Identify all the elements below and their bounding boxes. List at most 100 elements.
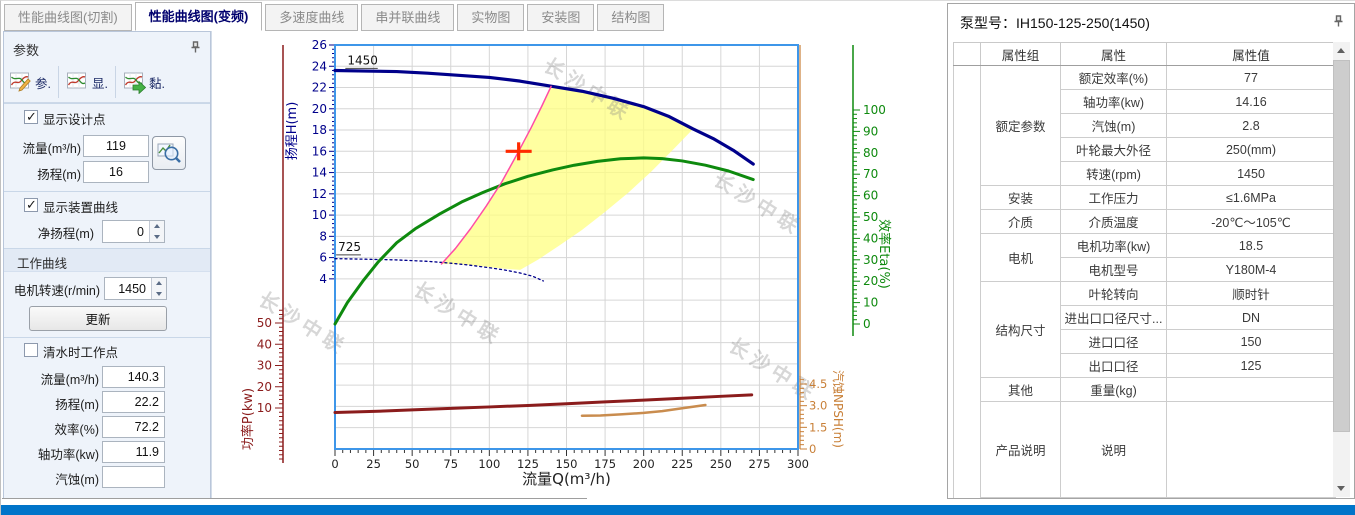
row-selector-cell[interactable] [953,401,981,498]
tab-6[interactable]: 结构图 [597,4,665,31]
table-row[interactable]: 进出口口径尺寸... DN [953,305,1336,330]
tab-1[interactable]: 性能曲线图(变频) [134,2,263,31]
row-selector-cell[interactable] [953,281,981,306]
svg-text:50: 50 [863,210,878,224]
flow-input[interactable]: 119 [83,135,149,157]
row-selector-cell[interactable] [953,257,981,282]
scroll-up-icon[interactable] [1333,42,1350,59]
svg-text:汽蚀NPSH(m): 汽蚀NPSH(m) [831,370,846,448]
row-selector-cell[interactable] [953,209,981,234]
property-value-cell[interactable]: 77 [1166,65,1336,90]
svg-text:10: 10 [863,296,878,310]
pick-point-button[interactable] [152,136,186,170]
property-value-cell[interactable]: 125 [1166,353,1336,378]
row-selector-cell[interactable] [953,329,981,354]
performance-chart-panel: 长沙中联 长沙中联 长沙中联 长沙中联 长沙中联 0 25 50 75 100 125 150 175 2… [211,31,947,498]
head-input[interactable]: 16 [83,161,149,183]
property-name-cell: 电机功率(kw) [1060,233,1167,258]
tab-5[interactable]: 安装图 [527,4,595,31]
toolbar-button-2[interactable]: 黏. [118,63,170,101]
clean-water-row-value[interactable]: 22.2 [102,391,165,413]
property-value-cell[interactable]: -20℃～105℃ [1166,209,1336,234]
svg-text:40: 40 [257,337,272,351]
row-selector-cell[interactable] [953,137,981,162]
spin-up-icon[interactable] [152,278,166,289]
pump-model-title: 泵型号：IH150-125-250(1450) [960,15,1150,31]
row-selector-cell[interactable] [953,305,981,330]
property-value-cell[interactable]: DN [1166,305,1336,330]
tab-0[interactable]: 性能曲线图(切割) [4,4,132,31]
clean-water-checkbox[interactable] [24,343,38,357]
curve-toolbar: 参. 显. 黏. [4,62,210,103]
spin-up-icon[interactable] [150,221,164,232]
pin-icon[interactable] [1333,15,1344,33]
clean-water-row-label: 汽蚀(m) [55,473,99,487]
table-scrollbar[interactable] [1333,42,1350,497]
clean-water-row-value[interactable]: 11.9 [102,441,165,463]
row-selector-cell[interactable] [953,185,981,210]
property-group-cell: 安装 [980,185,1061,210]
property-value-cell[interactable]: 1450 [1166,161,1336,186]
property-value-cell[interactable]: 18.5 [1166,233,1336,258]
net-head-spinner[interactable]: 0 [102,220,165,243]
table-header-cell: 属性 [1060,42,1167,66]
svg-text:20: 20 [312,102,327,116]
property-value-cell[interactable]: ≤1.6MPa [1166,185,1336,210]
svg-text:75: 75 [443,457,458,471]
status-bar [1,505,1355,515]
property-value-cell[interactable] [1166,401,1336,498]
scroll-down-icon[interactable] [1333,480,1350,497]
row-selector-cell[interactable] [953,233,981,258]
table-row[interactable]: 额定参数 额定效率(%) 77 [953,65,1336,186]
clean-water-row-value[interactable]: 140.3 [102,366,165,388]
property-value-cell[interactable]: Y180M-4 [1166,257,1336,282]
show-design-point-checkbox[interactable] [24,109,38,125]
pin-icon[interactable] [190,41,201,59]
property-name-cell: 叶轮转向 [1060,281,1167,306]
table-row[interactable]: 其他 重量(kg) [953,377,1336,402]
table-row[interactable]: 电机 电机功率(kw) 18.5 [953,233,1336,282]
H-Q curve 1450rpm [333,68,755,166]
table-row[interactable]: 结构尺寸 叶轮转向 顺时针 [953,281,1336,378]
row-selector-cell[interactable] [953,161,981,186]
svg-text:30: 30 [257,359,272,373]
update-button[interactable]: 更新 [29,306,167,331]
efficiency curve [333,156,755,326]
row-selector-cell[interactable] [953,113,981,138]
table-row[interactable]: 叶轮最大外径 250(mm) [953,137,1336,162]
property-value-cell[interactable]: 2.8 [1166,113,1336,138]
table-row[interactable]: 出口口径 125 [953,353,1336,378]
row-selector-cell[interactable] [953,377,981,402]
spin-down-icon[interactable] [150,232,164,243]
tab-3[interactable]: 串并联曲线 [361,4,455,31]
clean-water-row-value[interactable]: 72.2 [102,416,165,438]
property-value-cell[interactable]: 14.16 [1166,89,1336,114]
show-device-curve-checkbox[interactable] [24,197,38,213]
panel-title: 参数 [13,43,40,58]
motor-speed-label: 电机转速(r/min) [13,284,100,298]
property-value-cell[interactable] [1166,377,1336,402]
row-selector-cell[interactable] [953,89,981,114]
property-value-cell[interactable]: 150 [1166,329,1336,354]
table-row[interactable]: 安装 工作压力 ≤1.6MPa [953,185,1336,210]
toolbar-button-1[interactable]: 显. [61,63,113,101]
table-row[interactable]: 介质 介质温度 -20℃～105℃ [953,209,1336,234]
tab-2[interactable]: 多速度曲线 [265,4,359,31]
svg-text:175: 175 [594,457,616,471]
property-name-cell: 汽蚀(m) [1060,113,1167,138]
motor-speed-spinner[interactable]: 1450 [104,277,167,300]
property-value-cell[interactable]: 250(mm) [1166,137,1336,162]
clean-water-row-label: 扬程(m) [55,398,99,412]
row-selector-cell[interactable] [953,65,981,90]
row-selector-cell[interactable] [953,353,981,378]
clean-water-section [4,337,210,338]
clean-water-row-value[interactable] [102,466,165,488]
tab-4[interactable]: 实物图 [457,4,525,31]
toolbar-button-0[interactable]: 参. [4,63,56,101]
scrollbar-thumb[interactable] [1333,60,1350,432]
property-value-cell[interactable]: 顺时针 [1166,281,1336,306]
table-row[interactable]: 产品说明 说明 [953,401,1336,498]
spin-down-icon[interactable] [152,289,166,300]
